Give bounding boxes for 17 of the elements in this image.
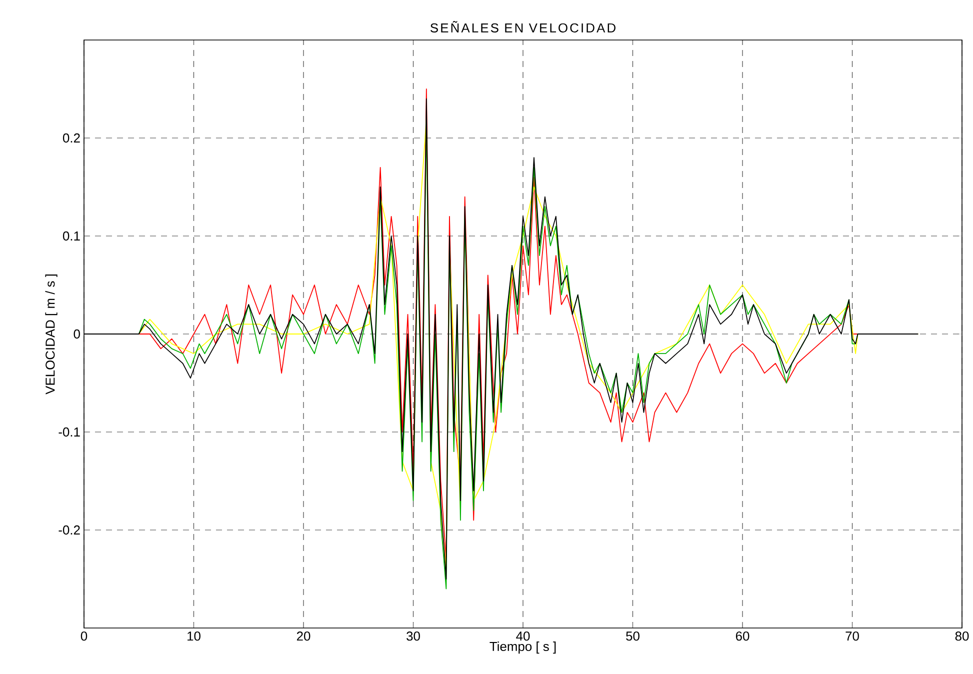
x-tick-label: 80: [955, 632, 969, 641]
x-tick-label: 20: [296, 632, 310, 641]
x-tick-label: 40: [516, 632, 530, 641]
y-tick-label: 0: [74, 329, 80, 339]
y-axis-title: VELOCIDAD [ m / s ]: [45, 274, 58, 394]
x-tick-label: 50: [626, 632, 640, 641]
x-tick-label: 10: [188, 632, 200, 641]
x-tick-label: 0: [80, 632, 88, 641]
y-tick-label: -0.1: [58, 427, 80, 437]
y-tick-label: 0.2: [62, 133, 80, 143]
x-axis-title: Tiempo [ s ]: [490, 642, 556, 654]
y-tick-label: 0.1: [62, 231, 80, 241]
y-tick-label: -0.2: [58, 525, 80, 535]
x-tick-label: 70: [846, 632, 859, 641]
chart-title: SEÑALES EN VELOCIDAD: [430, 20, 616, 32]
x-tick-label: 30: [406, 632, 420, 641]
x-tick-label: 60: [736, 632, 750, 641]
